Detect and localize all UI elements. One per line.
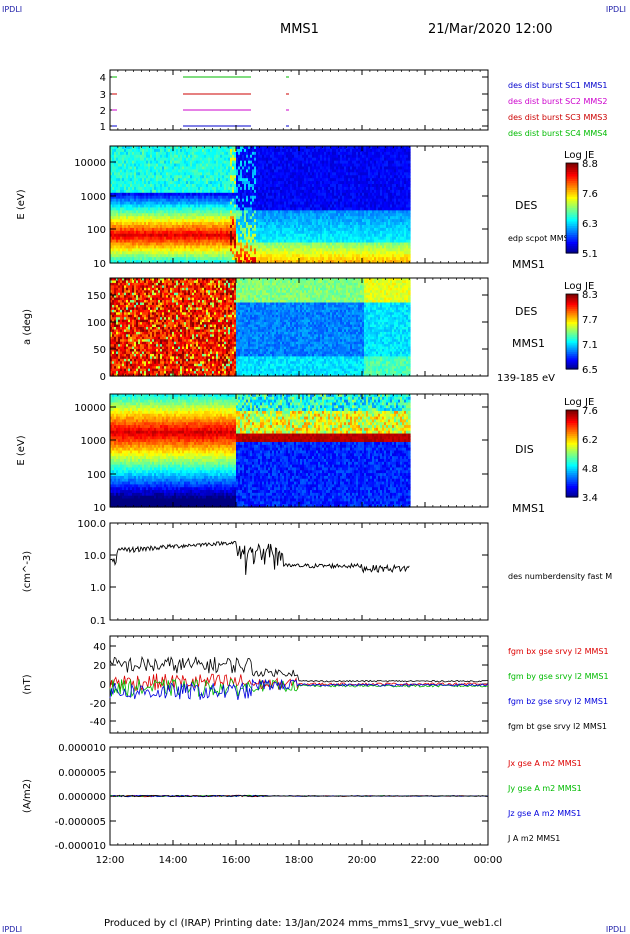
burst-legend-entry: des dist burst SC2 MMS2 (508, 97, 607, 106)
burst-ytick-label: 2 (100, 106, 106, 117)
burst-ytick-label: 1 (100, 122, 106, 133)
burst-legend-entry: des dist burst SC1 MMS1 (508, 81, 607, 90)
burst-legend-entry: des dist burst SC3 MMS3 (508, 113, 607, 122)
burst-ytick-label: 4 (100, 73, 106, 84)
burst-ytick-label: 3 (100, 90, 106, 101)
burst-legend-entry: des dist burst SC4 MMS4 (508, 129, 607, 138)
des-energy-heatmap (110, 146, 411, 264)
burst-panel-frame (110, 70, 488, 130)
